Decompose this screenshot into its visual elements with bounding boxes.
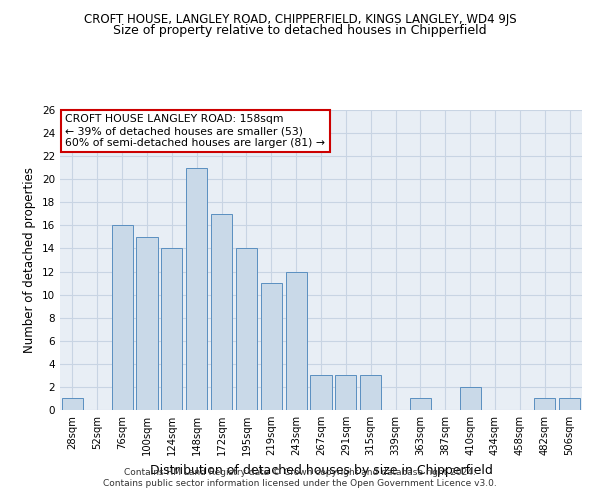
Bar	[62, 398, 83, 410]
Bar	[534, 398, 555, 410]
Bar	[161, 248, 182, 410]
X-axis label: Distribution of detached houses by size in Chipperfield: Distribution of detached houses by size …	[149, 464, 493, 476]
Bar	[559, 398, 580, 410]
Bar	[310, 376, 332, 410]
Bar	[186, 168, 207, 410]
Bar	[211, 214, 232, 410]
Bar	[360, 376, 381, 410]
Bar	[410, 398, 431, 410]
Text: CROFT HOUSE, LANGLEY ROAD, CHIPPERFIELD, KINGS LANGLEY, WD4 9JS: CROFT HOUSE, LANGLEY ROAD, CHIPPERFIELD,…	[83, 12, 517, 26]
Bar	[136, 237, 158, 410]
Bar	[286, 272, 307, 410]
Text: Size of property relative to detached houses in Chipperfield: Size of property relative to detached ho…	[113, 24, 487, 37]
Bar	[335, 376, 356, 410]
Y-axis label: Number of detached properties: Number of detached properties	[23, 167, 37, 353]
Bar	[236, 248, 257, 410]
Bar	[261, 283, 282, 410]
Text: CROFT HOUSE LANGLEY ROAD: 158sqm
← 39% of detached houses are smaller (53)
60% o: CROFT HOUSE LANGLEY ROAD: 158sqm ← 39% o…	[65, 114, 325, 148]
Bar	[112, 226, 133, 410]
Bar	[460, 387, 481, 410]
Text: Contains HM Land Registry data © Crown copyright and database right 2024.
Contai: Contains HM Land Registry data © Crown c…	[103, 468, 497, 487]
